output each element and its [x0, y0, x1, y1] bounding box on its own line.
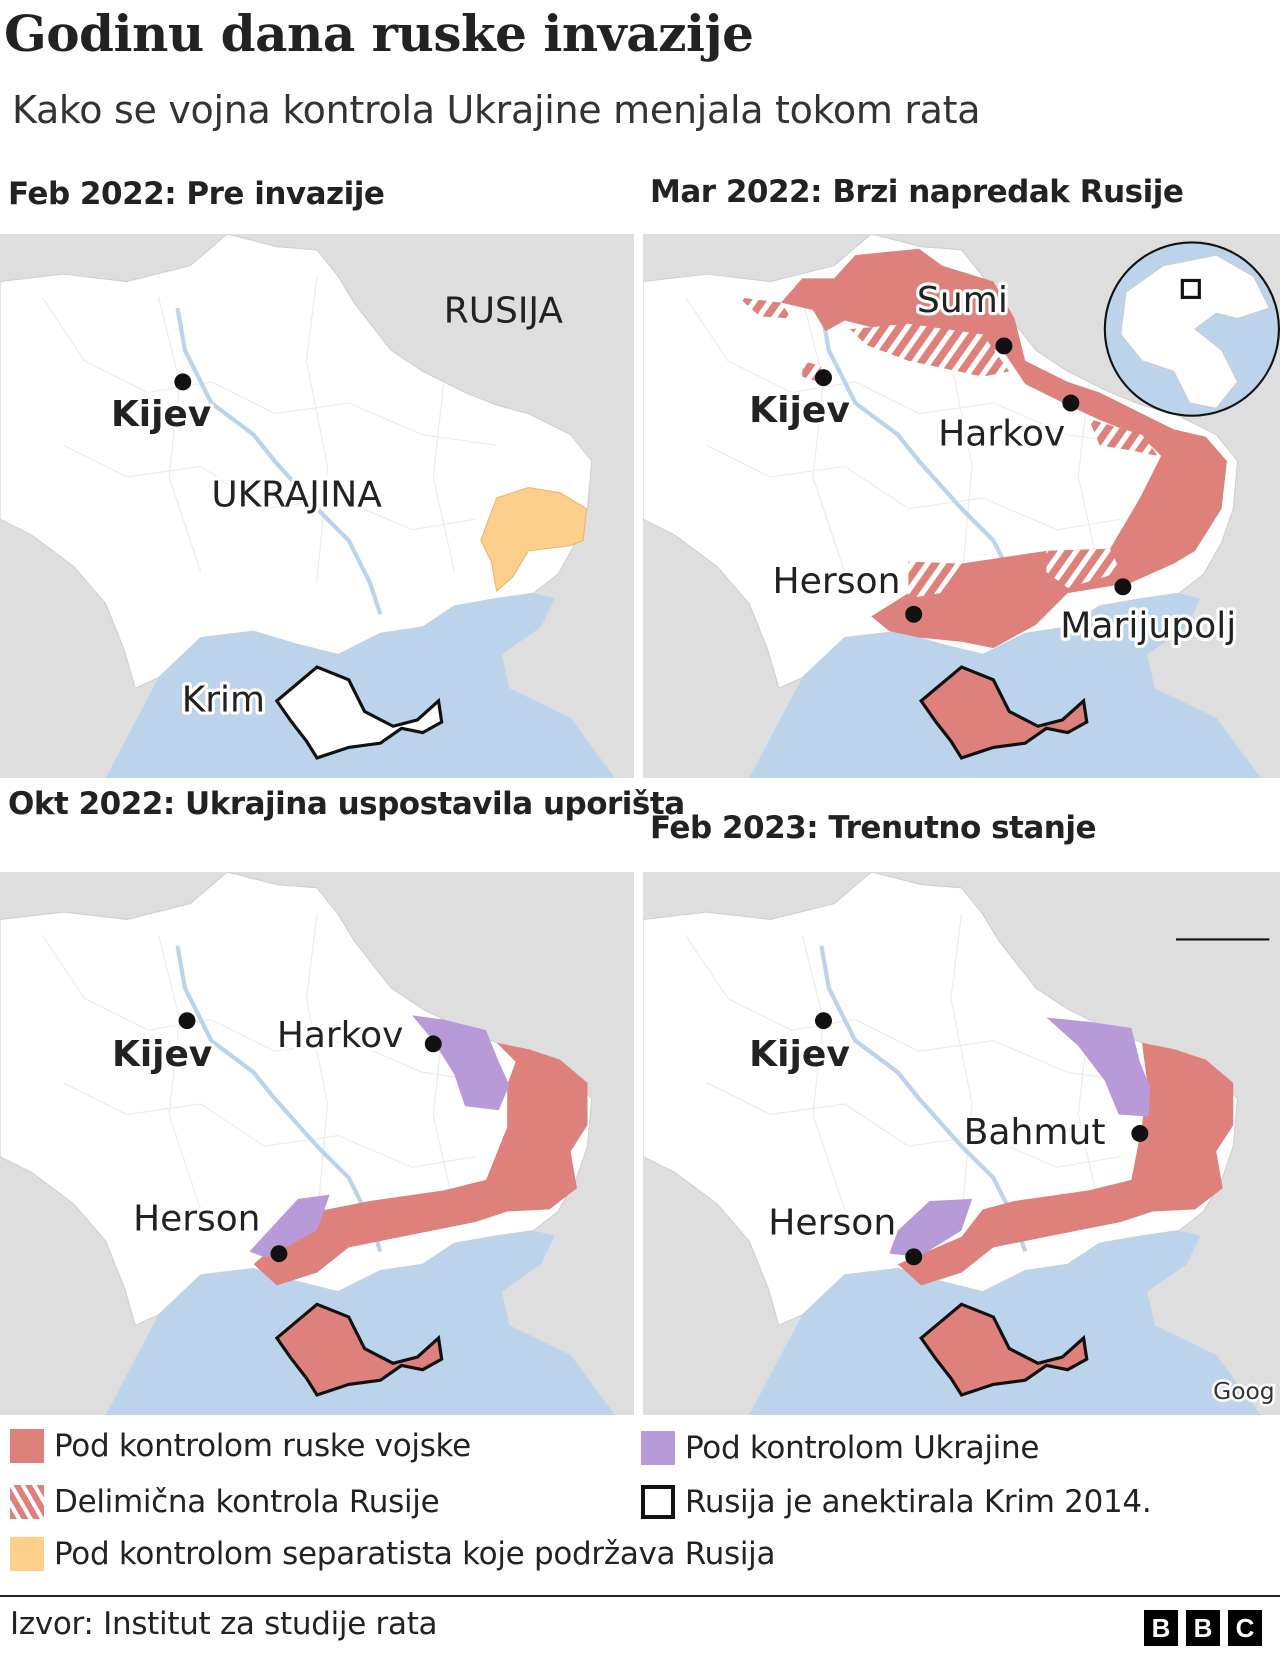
swatch-hatched-red [10, 1485, 44, 1519]
city-dot-kharkiv [1062, 394, 1080, 412]
swatch-solid-orange [10, 1537, 44, 1571]
legend-label: Pod kontrolom separatista koje podržava … [54, 1536, 776, 1572]
label-kherson: Herson [133, 1199, 260, 1240]
locator-globe [1103, 241, 1280, 417]
label-kyiv: Kijev [749, 1034, 850, 1075]
city-dot-kyiv [814, 369, 832, 387]
label-crimea: Krim [182, 679, 265, 720]
label-kyiv: Kijev [112, 1034, 212, 1075]
logo-letter: C [1228, 1610, 1262, 1646]
label-kyiv: Kijev [111, 394, 211, 435]
legend-label: Pod kontrolom ruske vojske [54, 1428, 471, 1464]
legend-item-ukraine-control: Pod kontrolom Ukrajine [641, 1430, 1039, 1466]
map-attribution: Goog [1213, 1378, 1274, 1405]
city-dot-kyiv [814, 1012, 832, 1030]
map-feb-2022: Kijev RUSIJA UKRAJINA Krim [0, 234, 634, 778]
legend-item-partial-control: Delimična kontrola Rusije [10, 1484, 440, 1520]
city-dot-kyiv [174, 373, 192, 391]
label-kharkiv: Harkov [938, 413, 1065, 454]
ukraine-regained-area [889, 1198, 973, 1257]
legend-item-russian-control: Pod kontrolom ruske vojske [10, 1428, 471, 1464]
label-kharkiv: Harkov [277, 1015, 404, 1056]
russian-control-area [781, 248, 1227, 649]
logo-letter: B [1186, 1610, 1220, 1646]
ukraine-regained-area [249, 1194, 330, 1258]
partial-control-area [908, 561, 962, 599]
swatch-black-outline [641, 1485, 675, 1519]
map-feb-2023: Kijev Bahmut Herson Goog [643, 872, 1280, 1415]
partial-control-area [1088, 418, 1158, 456]
map-oct-2022: Kijev Harkov Herson [0, 872, 634, 1415]
partial-control-area [738, 297, 792, 319]
panel-title-feb-2023: Feb 2023: Trenutno stanje [650, 810, 1096, 846]
map-mar-2022: Kijev Sumi Harkov Herson Marijupolj [643, 234, 1280, 778]
russian-control-area [253, 1042, 588, 1286]
bbc-logo: B B C [1144, 1610, 1262, 1646]
swatch-solid-purple [641, 1431, 675, 1465]
city-dot-kherson [905, 1248, 923, 1266]
footer-divider [0, 1595, 1280, 1597]
ukraine-regained-area [1046, 1017, 1151, 1117]
label-russia: RUSIJA [444, 291, 564, 332]
logo-letter: B [1144, 1610, 1178, 1646]
russian-control-area [897, 1042, 1234, 1286]
label-sumy: Sumi [917, 280, 1008, 321]
source-note: Izvor: Institut za studije rata [10, 1606, 438, 1642]
separatist-area [480, 486, 588, 593]
legend-item-separatist: Pod kontrolom separatista koje podržava … [10, 1536, 775, 1572]
legend-label: Pod kontrolom Ukrajine [685, 1430, 1040, 1466]
label-kherson: Herson [768, 1203, 896, 1244]
label-kyiv: Kijev [749, 390, 850, 431]
label-mariupol: Marijupolj [1060, 606, 1236, 647]
panel-title-oct-2022: Okt 2022: Ukrajina uspostavila uporišta [8, 786, 685, 822]
city-dot-kharkiv [424, 1035, 442, 1053]
city-dot-sumy [995, 337, 1013, 355]
partial-control-area [850, 323, 1010, 377]
legend-label: Rusija je anektirala Krim 2014. [685, 1484, 1152, 1520]
locator-square [1180, 278, 1201, 299]
city-dot-kyiv [178, 1012, 196, 1030]
page-subtitle: Kako se vojna kontrola Ukrajine menjala … [12, 88, 981, 132]
city-dot-kherson [270, 1245, 288, 1263]
partial-control-area [1046, 548, 1121, 588]
city-dot-mariupol [1114, 578, 1132, 596]
page-title: Godinu dana ruske invazije [4, 4, 754, 63]
label-kherson: Herson [773, 561, 901, 602]
label-ukraine: UKRAJINA [211, 475, 382, 516]
city-dot-kherson [905, 605, 923, 623]
legend-item-crimea-annexed: Rusija je anektirala Krim 2014. [641, 1484, 1152, 1520]
panel-title-feb-2022: Feb 2022: Pre invazije [8, 176, 385, 212]
panel-title-mar-2022: Mar 2022: Brzi napredak Rusije [650, 174, 1184, 210]
label-bakhmut: Bahmut [964, 1112, 1106, 1153]
legend-label: Delimična kontrola Rusije [54, 1484, 440, 1520]
swatch-solid-red [10, 1429, 44, 1463]
city-dot-bakhmut [1131, 1125, 1149, 1142]
